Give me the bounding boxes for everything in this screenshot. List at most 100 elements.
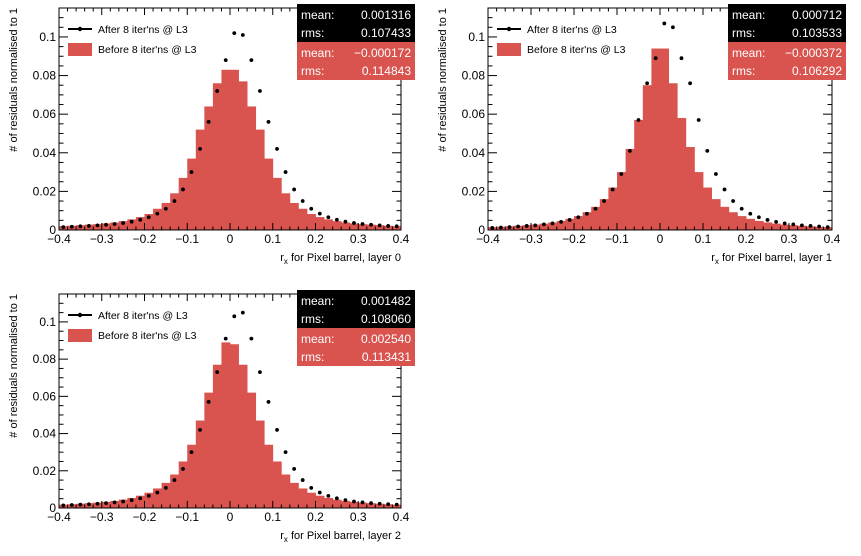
histogram-bar bbox=[771, 223, 781, 230]
stats-mean-value: 0.002540 bbox=[361, 332, 411, 346]
data-point bbox=[593, 206, 598, 211]
data-point bbox=[69, 503, 74, 507]
histogram-bar bbox=[728, 212, 738, 230]
stats-rms-value: 0.113431 bbox=[362, 350, 411, 364]
stats-mean-label: mean: bbox=[301, 8, 334, 22]
data-point bbox=[181, 467, 185, 471]
data-point bbox=[266, 119, 271, 124]
histogram-bar bbox=[195, 420, 205, 508]
data-point bbox=[163, 486, 168, 490]
data-point bbox=[507, 225, 512, 230]
data-point bbox=[309, 206, 314, 211]
data-point bbox=[722, 187, 727, 192]
data-point bbox=[394, 224, 399, 229]
stats-mean-value: 0.000712 bbox=[792, 8, 842, 22]
stats-box bbox=[297, 42, 415, 80]
stats-mean-value: 0.001482 bbox=[361, 294, 411, 308]
data-point bbox=[95, 501, 100, 506]
data-point bbox=[198, 427, 202, 432]
data-point bbox=[817, 224, 821, 229]
histogram-bar bbox=[754, 220, 764, 230]
stats-mean-value: −0.000372 bbox=[785, 46, 842, 60]
data-points bbox=[490, 21, 830, 230]
stats-rms-label: rms: bbox=[301, 350, 324, 364]
data-point bbox=[490, 225, 495, 230]
data-point bbox=[61, 225, 66, 230]
data-point bbox=[334, 217, 339, 222]
y-tick-label: 0.1 bbox=[39, 315, 56, 329]
histogram-bar bbox=[806, 226, 816, 230]
data-point bbox=[360, 500, 365, 505]
histogram-bar bbox=[694, 172, 704, 230]
data-point bbox=[369, 501, 373, 506]
y-axis: 0 0.02 0.04 0.06 0.08 0.1 bbox=[33, 7, 401, 237]
x-tick-label: 0.3 bbox=[781, 232, 798, 246]
histogram-bar bbox=[324, 219, 333, 230]
y-tick-label: 0.06 bbox=[462, 107, 486, 121]
stats-boxes: mean: 0.000712 rms: 0.103533 mean: −0.000372 r… bbox=[728, 4, 846, 80]
data-point bbox=[163, 206, 168, 211]
data-point bbox=[275, 427, 279, 432]
data-points bbox=[61, 31, 399, 230]
legend-label-before: Before 8 iter'ns @ L3 bbox=[527, 44, 626, 56]
data-point bbox=[542, 222, 546, 227]
y-axis: 0 0.02 0.04 0.06 0.08 0.1 bbox=[462, 7, 832, 237]
y-axis-title: # of residuals normalised to 1 bbox=[8, 294, 20, 438]
histogram-bar bbox=[737, 216, 747, 230]
histogram-bar bbox=[153, 208, 162, 230]
histogram-bar bbox=[178, 461, 188, 508]
y-tick-label: 0.02 bbox=[33, 464, 57, 478]
legend: After 8 iter'ns @ L3 Before 8 iter'ns @ L… bbox=[68, 310, 197, 342]
x-axis-title: rx for Pixel barrel, layer 0 bbox=[280, 252, 401, 266]
histogram-bars bbox=[488, 48, 833, 231]
histogram-bar bbox=[565, 218, 575, 230]
histogram-bar bbox=[548, 222, 558, 230]
histogram-bar bbox=[358, 224, 368, 230]
x-tick-label: 0 bbox=[657, 232, 664, 246]
data-point bbox=[121, 221, 126, 225]
y-tick-label: 0.04 bbox=[33, 146, 57, 160]
data-point bbox=[386, 502, 391, 507]
data-point bbox=[129, 219, 134, 224]
data-point bbox=[739, 206, 744, 211]
data-point bbox=[696, 118, 701, 122]
legend-swatch-before bbox=[68, 43, 92, 56]
data-point bbox=[78, 224, 83, 229]
data-point bbox=[78, 502, 83, 507]
x-tick-label: 0.2 bbox=[307, 510, 324, 524]
histogram-bar bbox=[375, 503, 385, 508]
histogram-bar bbox=[332, 221, 342, 230]
histogram-bar bbox=[204, 392, 214, 508]
data-point bbox=[121, 499, 126, 504]
data-point bbox=[146, 215, 151, 220]
histogram-bar bbox=[230, 69, 239, 230]
data-point bbox=[309, 486, 314, 490]
histogram-bar bbox=[797, 225, 807, 230]
y-tick-label: 0.08 bbox=[33, 69, 57, 83]
histogram-bar bbox=[315, 495, 325, 508]
legend-marker-after bbox=[506, 26, 512, 32]
data-point bbox=[585, 211, 589, 216]
data-point bbox=[748, 211, 753, 216]
data-point bbox=[334, 496, 339, 501]
x-tick-label: 0.1 bbox=[264, 232, 281, 246]
histogram-bar bbox=[651, 48, 661, 231]
data-point bbox=[300, 199, 305, 203]
data-point bbox=[757, 215, 761, 220]
histogram-bar bbox=[161, 482, 171, 508]
histogram-bar bbox=[324, 497, 333, 508]
histogram-bar bbox=[247, 392, 257, 508]
x-tick-label: −0.1 bbox=[605, 232, 629, 246]
x-tick-label: −0.4 bbox=[476, 232, 500, 246]
histogram-bar bbox=[298, 488, 308, 508]
data-point bbox=[292, 467, 297, 471]
histogram-bars bbox=[59, 342, 402, 508]
stats-rms-label: rms: bbox=[301, 312, 324, 326]
histogram-bar bbox=[264, 444, 274, 508]
legend-label-after: After 8 iter'ns @ L3 bbox=[527, 24, 617, 36]
data-point bbox=[619, 172, 624, 176]
data-point bbox=[69, 224, 74, 229]
data-point bbox=[610, 187, 615, 192]
histogram-bars bbox=[59, 69, 402, 230]
